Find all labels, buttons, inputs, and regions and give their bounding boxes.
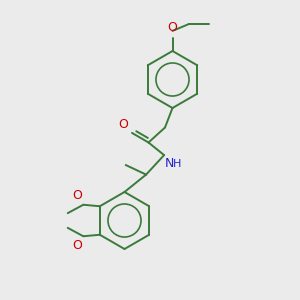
- Text: H: H: [172, 159, 181, 169]
- Text: O: O: [72, 239, 82, 252]
- Text: O: O: [72, 189, 82, 202]
- Text: O: O: [168, 21, 177, 34]
- Text: N: N: [165, 157, 174, 169]
- Text: O: O: [118, 118, 128, 131]
